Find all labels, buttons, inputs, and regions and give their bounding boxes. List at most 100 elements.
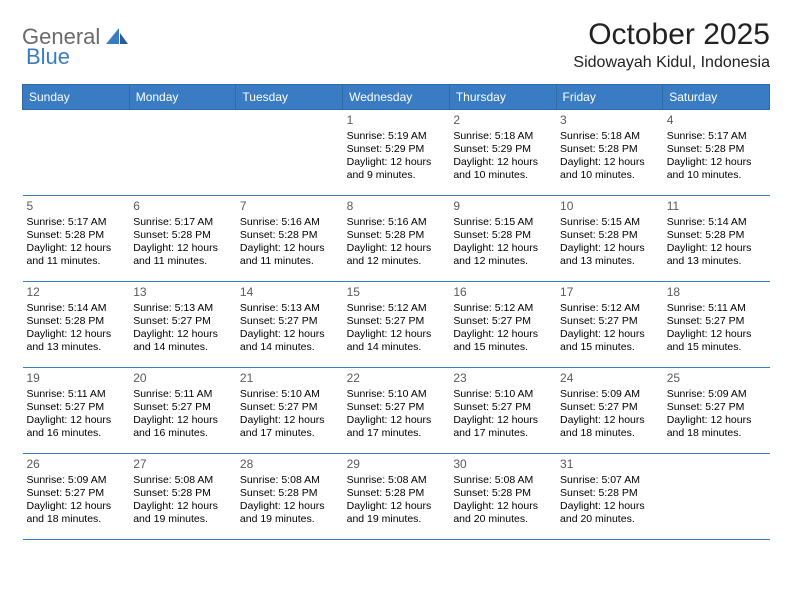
dayofweek-row: Sunday Monday Tuesday Wednesday Thursday… [23,85,770,110]
day-cell: 6Sunrise: 5:17 AMSunset: 5:28 PMDaylight… [129,196,236,282]
day-cell [129,110,236,196]
day-cell [23,110,130,196]
daylight-text: Daylight: 12 hours [240,500,339,513]
daylight-text: Daylight: 12 hours [347,328,446,341]
daylight-text: and 19 minutes. [240,513,339,526]
daylight-text: and 17 minutes. [347,427,446,440]
day-cell: 18Sunrise: 5:11 AMSunset: 5:27 PMDayligh… [663,282,770,368]
daylight-text: Daylight: 12 hours [27,328,126,341]
sunrise-text: Sunrise: 5:16 AM [347,216,446,229]
day-number: 7 [240,199,339,214]
day-cell: 8Sunrise: 5:16 AMSunset: 5:28 PMDaylight… [343,196,450,282]
day-cell: 3Sunrise: 5:18 AMSunset: 5:28 PMDaylight… [556,110,663,196]
daylight-text: Daylight: 12 hours [560,500,659,513]
daylight-text: Daylight: 12 hours [453,328,552,341]
day-cell: 12Sunrise: 5:14 AMSunset: 5:28 PMDayligh… [23,282,130,368]
day-number: 6 [133,199,232,214]
sunrise-text: Sunrise: 5:07 AM [560,474,659,487]
week-row: 1Sunrise: 5:19 AMSunset: 5:29 PMDaylight… [23,110,770,196]
sunrise-text: Sunrise: 5:15 AM [453,216,552,229]
day-cell: 13Sunrise: 5:13 AMSunset: 5:27 PMDayligh… [129,282,236,368]
sunset-text: Sunset: 5:28 PM [453,229,552,242]
sunset-text: Sunset: 5:27 PM [453,315,552,328]
day-number: 10 [560,199,659,214]
day-number: 16 [453,285,552,300]
daylight-text: and 15 minutes. [453,341,552,354]
sunrise-text: Sunrise: 5:18 AM [453,130,552,143]
daylight-text: Daylight: 12 hours [667,328,766,341]
daylight-text: and 19 minutes. [133,513,232,526]
daylight-text: Daylight: 12 hours [560,242,659,255]
sunrise-text: Sunrise: 5:11 AM [133,388,232,401]
sunset-text: Sunset: 5:29 PM [453,143,552,156]
sunset-text: Sunset: 5:27 PM [133,401,232,414]
sunset-text: Sunset: 5:28 PM [347,229,446,242]
daylight-text: Daylight: 12 hours [27,414,126,427]
sunset-text: Sunset: 5:28 PM [133,487,232,500]
day-number: 5 [27,199,126,214]
daylight-text: and 15 minutes. [560,341,659,354]
day-number: 4 [667,113,766,128]
day-cell: 24Sunrise: 5:09 AMSunset: 5:27 PMDayligh… [556,368,663,454]
daylight-text: Daylight: 12 hours [453,156,552,169]
day-cell: 14Sunrise: 5:13 AMSunset: 5:27 PMDayligh… [236,282,343,368]
daylight-text: and 16 minutes. [27,427,126,440]
sunrise-text: Sunrise: 5:17 AM [667,130,766,143]
day-number: 26 [27,457,126,472]
daylight-text: and 13 minutes. [27,341,126,354]
daylight-text: and 10 minutes. [453,169,552,182]
sunset-text: Sunset: 5:28 PM [560,229,659,242]
sunrise-text: Sunrise: 5:15 AM [560,216,659,229]
daylight-text: Daylight: 12 hours [560,414,659,427]
sunrise-text: Sunrise: 5:08 AM [240,474,339,487]
sunset-text: Sunset: 5:28 PM [667,143,766,156]
sunset-text: Sunset: 5:28 PM [667,229,766,242]
sunrise-text: Sunrise: 5:19 AM [347,130,446,143]
daylight-text: Daylight: 12 hours [453,242,552,255]
sunrise-text: Sunrise: 5:10 AM [453,388,552,401]
sunrise-text: Sunrise: 5:11 AM [27,388,126,401]
daylight-text: and 10 minutes. [667,169,766,182]
sunset-text: Sunset: 5:28 PM [560,143,659,156]
day-cell: 19Sunrise: 5:11 AMSunset: 5:27 PMDayligh… [23,368,130,454]
sunrise-text: Sunrise: 5:11 AM [667,302,766,315]
sunset-text: Sunset: 5:27 PM [133,315,232,328]
day-number: 3 [560,113,659,128]
sunrise-text: Sunrise: 5:17 AM [27,216,126,229]
sail-icon [106,28,128,46]
sunset-text: Sunset: 5:28 PM [560,487,659,500]
week-row: 12Sunrise: 5:14 AMSunset: 5:28 PMDayligh… [23,282,770,368]
sunrise-text: Sunrise: 5:10 AM [240,388,339,401]
sunset-text: Sunset: 5:27 PM [347,401,446,414]
daylight-text: and 18 minutes. [27,513,126,526]
day-number: 30 [453,457,552,472]
daylight-text: Daylight: 12 hours [560,156,659,169]
daylight-text: and 10 minutes. [560,169,659,182]
day-cell: 22Sunrise: 5:10 AMSunset: 5:27 PMDayligh… [343,368,450,454]
day-number: 21 [240,371,339,386]
daylight-text: Daylight: 12 hours [347,414,446,427]
sunset-text: Sunset: 5:27 PM [560,401,659,414]
daylight-text: Daylight: 12 hours [240,414,339,427]
week-row: 19Sunrise: 5:11 AMSunset: 5:27 PMDayligh… [23,368,770,454]
day-cell [663,454,770,540]
sunset-text: Sunset: 5:27 PM [240,315,339,328]
day-cell: 15Sunrise: 5:12 AMSunset: 5:27 PMDayligh… [343,282,450,368]
brand-word2: Blue [26,44,70,70]
month-title: October 2025 [573,18,770,52]
sunrise-text: Sunrise: 5:16 AM [240,216,339,229]
sunset-text: Sunset: 5:27 PM [667,401,766,414]
day-number: 11 [667,199,766,214]
day-number: 25 [667,371,766,386]
day-cell: 2Sunrise: 5:18 AMSunset: 5:29 PMDaylight… [449,110,556,196]
day-cell: 4Sunrise: 5:17 AMSunset: 5:28 PMDaylight… [663,110,770,196]
daylight-text: and 20 minutes. [560,513,659,526]
day-number: 17 [560,285,659,300]
day-number: 20 [133,371,232,386]
sunset-text: Sunset: 5:28 PM [453,487,552,500]
sunrise-text: Sunrise: 5:08 AM [133,474,232,487]
daylight-text: Daylight: 12 hours [133,328,232,341]
sunrise-text: Sunrise: 5:13 AM [133,302,232,315]
daylight-text: Daylight: 12 hours [133,500,232,513]
sunrise-text: Sunrise: 5:12 AM [560,302,659,315]
